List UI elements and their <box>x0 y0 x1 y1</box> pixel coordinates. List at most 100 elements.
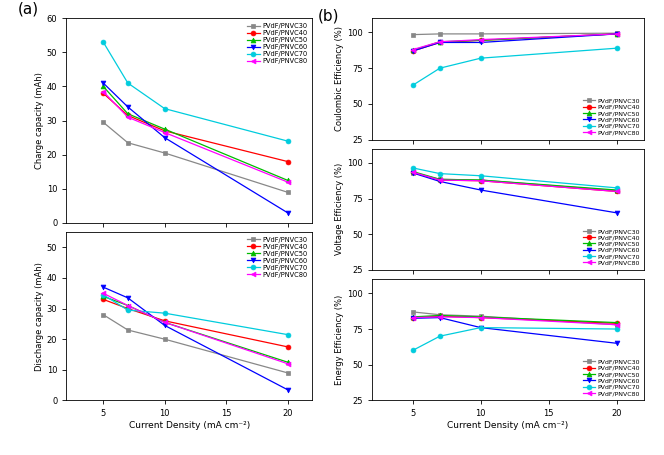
PVdF/PNVC80 <box>100 89 108 94</box>
PVdF/PNVC70 <box>613 185 621 191</box>
PVdF/PNVC80 <box>161 130 169 135</box>
PVdF/PNVC30 <box>409 170 417 176</box>
Line: PVdF/PNVC50: PVdF/PNVC50 <box>410 313 620 325</box>
Line: PVdF/PNVC70: PVdF/PNVC70 <box>410 166 620 190</box>
PVdF/PNVC40 <box>477 38 485 43</box>
PVdF/PNVC80 <box>613 189 621 194</box>
PVdF/PNVC60 <box>613 210 621 216</box>
PVdF/PNVC60 <box>124 295 132 301</box>
PVdF/PNVC50 <box>100 84 108 89</box>
PVdF/PNVC40 <box>436 40 444 45</box>
PVdF/PNVC60 <box>613 341 621 346</box>
Legend: PVdF/PNVC30, PVdF/PNVC40, PVdF/PNVC50, PVdF/PNVC60, PVdF/PNVC70, PVdF/PNVC80: PVdF/PNVC30, PVdF/PNVC40, PVdF/PNVC50, P… <box>246 21 309 65</box>
PVdF/PNVC60 <box>613 31 621 37</box>
PVdF/PNVC30 <box>613 188 621 193</box>
PVdF/PNVC70 <box>613 46 621 51</box>
Line: PVdF/PNVC40: PVdF/PNVC40 <box>101 91 290 164</box>
Text: (a): (a) <box>17 2 39 17</box>
PVdF/PNVC30 <box>124 140 132 146</box>
PVdF/PNVC30 <box>613 322 621 328</box>
Line: PVdF/PNVC60: PVdF/PNVC60 <box>410 31 620 53</box>
X-axis label: Current Density (mA cm⁻²): Current Density (mA cm⁻²) <box>129 421 250 430</box>
PVdF/PNVC60 <box>436 179 444 184</box>
PVdF/PNVC50 <box>161 319 169 325</box>
PVdF/PNVC40 <box>161 128 169 134</box>
PVdF/PNVC80 <box>436 39 444 45</box>
PVdF/PNVC30 <box>124 327 132 333</box>
Line: PVdF/PNVC60: PVdF/PNVC60 <box>410 171 620 215</box>
PVdF/PNVC40 <box>477 315 485 320</box>
PVdF/PNVC80 <box>477 178 485 183</box>
PVdF/PNVC70 <box>284 138 291 144</box>
Y-axis label: Discharge capacity (mAh): Discharge capacity (mAh) <box>35 262 44 371</box>
PVdF/PNVC60 <box>477 325 485 330</box>
PVdF/PNVC40 <box>477 178 485 183</box>
Line: PVdF/PNVC40: PVdF/PNVC40 <box>101 297 290 349</box>
Line: PVdF/PNVC30: PVdF/PNVC30 <box>410 171 620 193</box>
Line: PVdF/PNVC70: PVdF/PNVC70 <box>101 40 290 143</box>
Line: PVdF/PNVC50: PVdF/PNVC50 <box>410 169 620 192</box>
PVdF/PNVC50 <box>124 303 132 308</box>
PVdF/PNVC50 <box>436 177 444 182</box>
PVdF/PNVC50 <box>409 314 417 319</box>
PVdF/PNVC40 <box>409 48 417 54</box>
Line: PVdF/PNVC30: PVdF/PNVC30 <box>101 312 290 375</box>
PVdF/PNVC50 <box>477 177 485 183</box>
PVdF/PNVC40 <box>100 297 108 302</box>
Line: PVdF/PNVC30: PVdF/PNVC30 <box>101 120 290 195</box>
PVdF/PNVC30 <box>477 313 485 319</box>
PVdF/PNVC50 <box>613 320 621 325</box>
PVdF/PNVC60 <box>477 40 485 45</box>
Line: PVdF/PNVC80: PVdF/PNVC80 <box>101 89 290 184</box>
Text: (b): (b) <box>317 9 339 24</box>
PVdF/PNVC40 <box>409 315 417 320</box>
PVdF/PNVC70 <box>436 66 444 71</box>
PVdF/PNVC50 <box>436 313 444 318</box>
PVdF/PNVC30 <box>284 189 291 195</box>
PVdF/PNVC60 <box>161 135 169 140</box>
Legend: PVdF/PNVC30, PVdF/PNVC40, PVdF/PNVC50, PVdF/PNVC60, PVdF/PNVC70, PVdF/PNVC80: PVdF/PNVC30, PVdF/PNVC40, PVdF/PNVC50, P… <box>582 358 641 397</box>
PVdF/PNVC30 <box>436 177 444 182</box>
PVdF/PNVC70 <box>161 310 169 316</box>
PVdF/PNVC40 <box>613 321 621 326</box>
PVdF/PNVC30 <box>161 150 169 156</box>
Y-axis label: Coulombic Efficiency (%): Coulombic Efficiency (%) <box>335 26 345 131</box>
PVdF/PNVC60 <box>436 315 444 320</box>
Line: PVdF/PNVC30: PVdF/PNVC30 <box>410 31 620 37</box>
Line: PVdF/PNVC80: PVdF/PNVC80 <box>410 31 620 52</box>
Legend: PVdF/PNVC30, PVdF/PNVC40, PVdF/PNVC50, PVdF/PNVC60, PVdF/PNVC70, PVdF/PNVC80: PVdF/PNVC30, PVdF/PNVC40, PVdF/PNVC50, P… <box>246 235 309 279</box>
PVdF/PNVC30 <box>100 120 108 125</box>
PVdF/PNVC80 <box>613 31 621 37</box>
PVdF/PNVC40 <box>124 113 132 118</box>
PVdF/PNVC60 <box>100 80 108 86</box>
PVdF/PNVC50 <box>613 187 621 193</box>
PVdF/PNVC60 <box>161 323 169 328</box>
PVdF/PNVC60 <box>284 210 291 215</box>
Line: PVdF/PNVC80: PVdF/PNVC80 <box>410 170 620 194</box>
PVdF/PNVC50 <box>124 111 132 116</box>
PVdF/PNVC80 <box>124 303 132 308</box>
PVdF/PNVC40 <box>284 344 291 349</box>
PVdF/PNVC40 <box>436 177 444 183</box>
PVdF/PNVC40 <box>100 91 108 96</box>
X-axis label: Current Density (mA cm⁻²): Current Density (mA cm⁻²) <box>448 421 568 430</box>
PVdF/PNVC70 <box>477 173 485 178</box>
PVdF/PNVC80 <box>613 322 621 328</box>
PVdF/PNVC80 <box>409 47 417 52</box>
PVdF/PNVC70 <box>409 348 417 353</box>
PVdF/PNVC30 <box>436 312 444 318</box>
PVdF/PNVC60 <box>100 284 108 290</box>
Legend: PVdF/PNVC30, PVdF/PNVC40, PVdF/PNVC50, PVdF/PNVC60, PVdF/PNVC70, PVdF/PNVC80: PVdF/PNVC30, PVdF/PNVC40, PVdF/PNVC50, P… <box>582 228 641 267</box>
Line: PVdF/PNVC40: PVdF/PNVC40 <box>410 314 620 326</box>
PVdF/PNVC70 <box>477 325 485 330</box>
PVdF/PNVC40 <box>436 313 444 319</box>
PVdF/PNVC30 <box>436 31 444 37</box>
PVdF/PNVC40 <box>124 306 132 311</box>
PVdF/PNVC30 <box>409 32 417 37</box>
PVdF/PNVC30 <box>161 336 169 342</box>
PVdF/PNVC60 <box>409 316 417 321</box>
PVdF/PNVC40 <box>284 159 291 164</box>
Line: PVdF/PNVC40: PVdF/PNVC40 <box>410 170 620 194</box>
PVdF/PNVC50 <box>436 39 444 45</box>
PVdF/PNVC70 <box>100 39 108 45</box>
